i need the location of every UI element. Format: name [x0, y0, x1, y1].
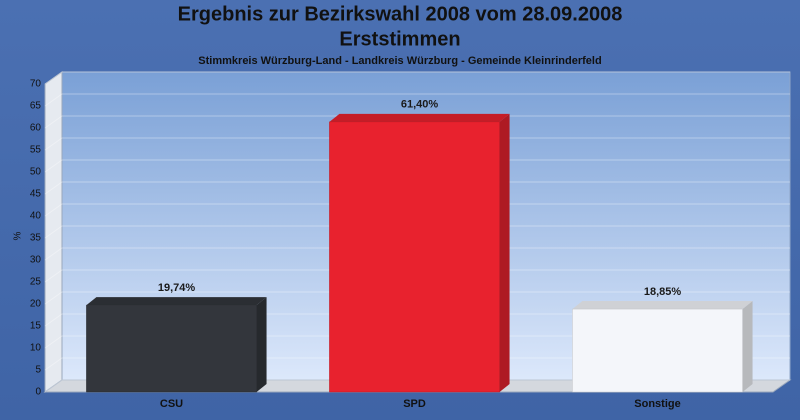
- y-tick-label: 20: [30, 299, 42, 310]
- bar-side: [256, 297, 267, 392]
- y-tick-label: 30: [30, 255, 42, 266]
- y-tick-label: 0: [35, 387, 41, 398]
- bar-top: [329, 113, 510, 122]
- y-tick-label: 40: [30, 211, 42, 222]
- x-tick-label: SPD: [403, 398, 426, 410]
- bar: [329, 121, 500, 393]
- grid-line: [44, 137, 790, 151]
- grid-line: [44, 291, 790, 305]
- bar: [86, 304, 257, 393]
- y-tick-label: 35: [30, 233, 42, 244]
- value-label: 18,85%: [644, 286, 682, 298]
- x-tick-label: Sonstige: [634, 398, 680, 410]
- y-tick-label: 60: [30, 123, 42, 134]
- y-tick-label: 55: [30, 145, 42, 156]
- bar-top: [572, 301, 753, 310]
- y-tick-label: 25: [30, 277, 42, 288]
- grid-line: [44, 115, 790, 129]
- x-tick-label: CSU: [160, 398, 183, 410]
- value-label: 61,40%: [401, 99, 439, 111]
- grid-line: [44, 225, 790, 239]
- y-axis-label: %: [13, 231, 24, 240]
- grid-line: [44, 269, 790, 283]
- bar-top: [86, 297, 267, 306]
- y-tick-label: 50: [30, 167, 42, 178]
- y-tick-label: 15: [30, 321, 42, 332]
- y-tick-label: 45: [30, 189, 42, 200]
- grid-line: [44, 71, 790, 85]
- value-label: 19,74%: [158, 282, 196, 294]
- grid-line: [44, 313, 790, 327]
- chart-subtitle: Stimmkreis Würzburg-Land - Landkreis Wür…: [198, 55, 601, 67]
- y-tick-label: 10: [30, 343, 42, 354]
- bar-side: [499, 113, 510, 392]
- grid-line: [44, 93, 790, 107]
- grid-line: [44, 203, 790, 217]
- y-tick-label: 5: [35, 365, 41, 376]
- chart-title: Ergebnis zur Bezirkswahl 2008 vom 28.09.…: [178, 3, 623, 25]
- grid-line: [44, 181, 790, 195]
- bar: [572, 308, 743, 393]
- y-tick-label: 70: [30, 79, 42, 90]
- chart-title: Erststimmen: [339, 28, 460, 50]
- grid-line: [44, 247, 790, 261]
- y-tick-label: 65: [30, 101, 42, 112]
- grid-line: [44, 379, 790, 393]
- grid-line: [44, 159, 790, 173]
- grid-line: [44, 357, 790, 371]
- grid-line: [44, 335, 790, 349]
- bar-side: [742, 301, 753, 392]
